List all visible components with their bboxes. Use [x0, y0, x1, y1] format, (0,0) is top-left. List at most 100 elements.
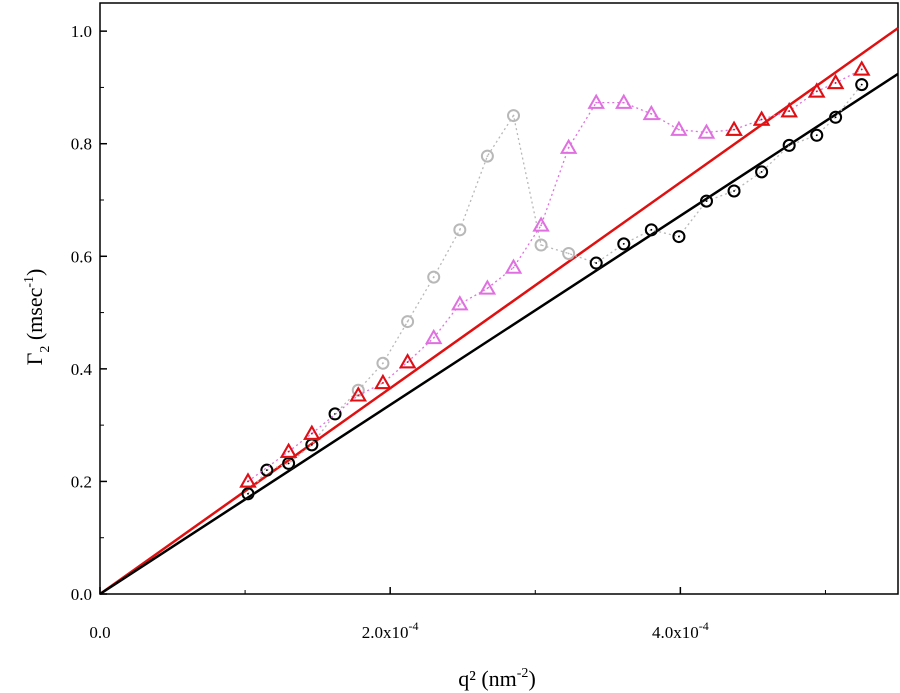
- data-point-center: [287, 450, 290, 453]
- data-point-center: [733, 128, 735, 131]
- data-point-center: [247, 480, 249, 483]
- data-point-center: [760, 118, 763, 121]
- data-point-center: [678, 128, 680, 131]
- data-point: [780, 102, 798, 118]
- data-point-center: [310, 432, 313, 435]
- x-tick-base: 4.0x10: [652, 623, 699, 642]
- data-point-center: [567, 252, 570, 255]
- data-point: [826, 73, 845, 90]
- x-tick-label: 4.0x10-4: [652, 619, 709, 642]
- data-point: [453, 223, 467, 237]
- data-point-center: [788, 144, 791, 147]
- data-point-center: [540, 244, 542, 246]
- x-tick-exponent: -4: [699, 619, 709, 633]
- data-point: [424, 328, 443, 345]
- data-point-center: [678, 235, 680, 238]
- data-point: [328, 407, 342, 421]
- data-point-center: [595, 262, 598, 264]
- data-point-center: [486, 287, 489, 290]
- data-point: [376, 356, 390, 370]
- data-point-center: [815, 134, 818, 137]
- data-point-center: [567, 146, 570, 149]
- data-point-center: [705, 200, 708, 203]
- data-point-center: [650, 228, 653, 231]
- data-point-center: [357, 394, 360, 397]
- series-connector: [247, 84, 863, 495]
- data-point: [504, 258, 523, 274]
- data-point: [282, 456, 296, 470]
- data-point-center: [382, 362, 384, 365]
- data-point-center: [287, 462, 290, 465]
- data-point-center: [622, 243, 625, 245]
- x-tick-label: 0.0: [89, 623, 110, 642]
- y-axis-ticks: 0.0 0.2 0.4 0.6 0.8 1.0: [71, 22, 107, 604]
- data-point: [303, 424, 321, 440]
- plot-border: [99, 2, 899, 595]
- data-point-center: [733, 190, 735, 192]
- data-point: [853, 60, 871, 76]
- data-point-center: [432, 337, 435, 339]
- data-point: [615, 93, 633, 109]
- data-point: [534, 238, 548, 252]
- data-point: [697, 123, 716, 139]
- data-point: [589, 256, 603, 270]
- data-point: [478, 279, 497, 295]
- data-point: [727, 184, 741, 198]
- data-point: [755, 165, 769, 179]
- data-point: [398, 353, 417, 369]
- data-point: [829, 110, 843, 124]
- data-point-center: [622, 101, 625, 104]
- series-group: [239, 60, 871, 488]
- data-series: [239, 60, 871, 501]
- data-point: [532, 216, 550, 232]
- data-point: [699, 194, 713, 208]
- y-tick-label: 0.0: [71, 585, 92, 604]
- fit-lines: [99, 27, 899, 596]
- series-group: [241, 78, 869, 501]
- x-tick-label: 2.0x10-4: [362, 619, 419, 642]
- data-point: [808, 82, 826, 98]
- series-group: [239, 60, 871, 488]
- y-tick-label: 0.4: [71, 360, 93, 379]
- data-point-center: [860, 83, 863, 86]
- data-point: [725, 120, 743, 136]
- data-point-center: [432, 276, 435, 279]
- series-group: [241, 78, 869, 501]
- data-point: [239, 472, 257, 488]
- data-point-center: [512, 266, 515, 269]
- data-point-center: [512, 114, 515, 117]
- data-point-center: [788, 110, 791, 112]
- data-point-center: [834, 116, 837, 119]
- data-point-center: [860, 68, 863, 71]
- fit-line: [99, 27, 899, 596]
- data-point-center: [458, 228, 461, 231]
- x-tick-exponent: -4: [409, 619, 419, 633]
- data-point-center: [815, 90, 818, 93]
- y-axis-title: Γ2 (msec-1): [22, 269, 53, 366]
- data-point: [855, 78, 869, 92]
- plot-frame: [99, 2, 899, 595]
- data-point: [562, 246, 576, 260]
- data-point-center: [265, 469, 268, 472]
- data-point-center: [486, 155, 489, 157]
- data-point: [782, 138, 796, 152]
- data-point-center: [310, 443, 313, 446]
- y-tick-label: 0.2: [71, 472, 92, 491]
- data-point-center: [540, 224, 542, 227]
- data-point: [672, 230, 686, 244]
- data-point: [644, 223, 658, 237]
- data-point: [559, 138, 578, 154]
- data-point: [752, 110, 771, 126]
- data-point-center: [705, 131, 708, 134]
- data-point: [349, 386, 367, 402]
- data-point-center: [650, 112, 653, 115]
- data-point-center: [760, 170, 763, 173]
- data-point: [374, 373, 392, 390]
- data-point: [241, 487, 255, 501]
- y-tick-label: 0.6: [71, 247, 92, 266]
- data-point: [279, 442, 298, 458]
- series-connector: [247, 68, 863, 482]
- x-axis-title: q² (nm-2): [458, 666, 536, 691]
- data-point: [427, 270, 441, 284]
